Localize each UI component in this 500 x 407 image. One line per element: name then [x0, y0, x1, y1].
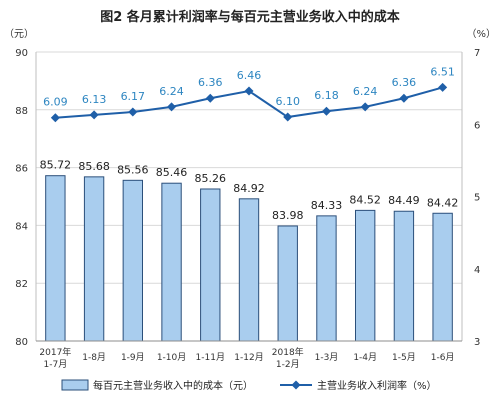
bar [83, 176, 105, 342]
line-data-label: 6.51 [430, 65, 455, 78]
x-tick-label: 1-5月 [392, 352, 416, 363]
legend-label-line: 主营业务收入利润率（%） [317, 379, 437, 392]
line-point [321, 106, 331, 116]
x-tick-label: 1-6月 [431, 352, 455, 363]
bar-data-label: 83.98 [272, 209, 304, 222]
left-tick-label: 80 [15, 337, 28, 348]
x-tick-label: 2018年 [272, 346, 304, 358]
bar-data-label: 84.33 [311, 199, 343, 212]
x-tick-label: 1-2月 [276, 359, 300, 370]
line-data-label: 6.24 [159, 85, 184, 98]
left-tick-label: 84 [15, 221, 28, 232]
bar-data-label: 85.56 [117, 163, 149, 176]
line-point [244, 86, 254, 96]
left-tick-label: 90 [15, 48, 28, 59]
line-data-label: 6.36 [392, 76, 417, 89]
bar [277, 225, 298, 342]
line-point [438, 82, 448, 92]
bar-data-label: 85.26 [195, 172, 227, 185]
x-tick-label: 1-3月 [315, 352, 339, 363]
right-tick-label: 4 [474, 265, 480, 276]
bar [393, 210, 415, 342]
left-tick-label: 88 [15, 106, 28, 117]
right-axis-unit: （%） [466, 28, 496, 40]
bar-series [45, 175, 453, 342]
bar-data-label: 84.52 [349, 193, 381, 206]
bar [355, 209, 376, 342]
line-data-label: 6.13 [82, 93, 107, 106]
right-tick-label: 6 [474, 120, 480, 131]
bar [238, 198, 260, 342]
line-data-label: 6.10 [275, 95, 300, 108]
line-point [128, 107, 138, 117]
data-labels: 85.72 85.68 85.56 85.46 85.26 84.92 83.98 84.33… [40, 65, 459, 222]
legend-swatch-bar [61, 379, 89, 391]
x-tick-label: 1-11月 [196, 352, 225, 363]
chart-title: 图2 各月累计利润率与每百元主营业务收入中的成本 [100, 9, 400, 25]
line-data-label: 6.18 [314, 89, 339, 102]
bar [122, 179, 143, 342]
line-point [89, 110, 99, 120]
legend: 每百元主营业务收入中的成本（元） 主营业务收入利润率（%） [61, 379, 437, 392]
line-point [50, 113, 60, 123]
line-data-label: 6.24 [353, 85, 378, 98]
x-tick-label: 1-10月 [157, 352, 186, 363]
line-data-label: 6.46 [237, 69, 262, 82]
bar-data-label: 85.46 [156, 166, 188, 179]
x-tick-label: 1-7月 [44, 359, 68, 370]
line-data-label: 6.36 [198, 76, 223, 89]
legend-label-bar: 每百元主营业务收入中的成本（元） [93, 379, 253, 392]
line-data-label: 6.17 [121, 90, 146, 103]
left-axis-unit: （元） [4, 28, 34, 40]
bar-data-label: 84.92 [233, 182, 265, 195]
right-tick-label: 5 [474, 193, 480, 204]
x-tick-label: 1-9月 [121, 352, 145, 363]
right-tick-label: 3 [474, 337, 480, 348]
legend-marker [291, 380, 301, 390]
left-tick-label: 86 [15, 164, 28, 175]
line-series [50, 82, 448, 123]
left-tick-label: 82 [15, 279, 28, 290]
x-tick-label: 1-12月 [234, 352, 263, 363]
x-tick-label: 1-4月 [353, 352, 377, 363]
right-tick-label: 7 [474, 48, 480, 59]
bar-data-label: 84.49 [388, 194, 420, 207]
bar [316, 215, 337, 342]
line-point [283, 112, 293, 122]
bar [161, 182, 182, 342]
bar [200, 188, 221, 342]
bar [432, 212, 453, 342]
line-point [167, 102, 177, 112]
x-tick-label: 2017年 [39, 346, 71, 358]
bar-data-label: 85.72 [40, 159, 72, 172]
bar-data-label: 84.42 [427, 196, 459, 209]
line-point [205, 93, 215, 103]
x-tick-label: 1-8月 [82, 352, 106, 363]
line-point [399, 93, 409, 103]
bar-data-label: 85.68 [78, 160, 110, 173]
bar [45, 175, 66, 342]
line-data-label: 6.09 [43, 96, 68, 109]
